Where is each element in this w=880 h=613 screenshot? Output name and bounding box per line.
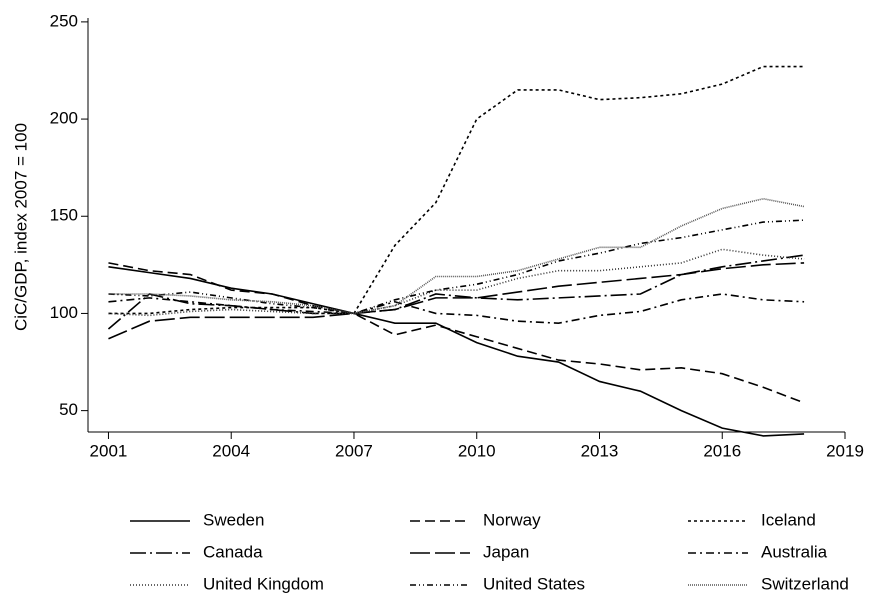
x-tick-label: 2010 xyxy=(458,441,496,460)
y-tick-label: 150 xyxy=(50,206,78,225)
series-line xyxy=(108,197,805,315)
legend-label: Australia xyxy=(761,542,828,561)
legend-label: Japan xyxy=(483,542,529,561)
x-tick-label: 2013 xyxy=(581,441,619,460)
series-line xyxy=(108,219,805,315)
series-line xyxy=(108,262,805,340)
x-tick-label: 2007 xyxy=(335,441,373,460)
legend-label: Norway xyxy=(483,510,541,529)
x-tick-label: 2019 xyxy=(826,441,864,460)
legend-label: Sweden xyxy=(203,510,264,529)
series-line xyxy=(108,265,805,437)
y-tick-label: 50 xyxy=(59,400,78,419)
legend-label: Canada xyxy=(203,542,263,561)
x-tick-label: 2001 xyxy=(90,441,128,460)
legend-label: Iceland xyxy=(761,510,816,529)
series-line xyxy=(108,65,805,315)
legend-label: United States xyxy=(483,574,585,593)
y-tick-label: 200 xyxy=(50,109,78,128)
series-line xyxy=(108,262,805,404)
series-line xyxy=(108,248,805,317)
legend-label: United Kingdom xyxy=(203,574,324,593)
legend-label: Switzerland xyxy=(761,574,849,593)
y-tick-label: 250 xyxy=(50,11,78,30)
x-tick-label: 2016 xyxy=(703,441,741,460)
y-axis-label: CiC/GDP, index 2007 = 100 xyxy=(11,123,30,331)
x-tick-label: 2004 xyxy=(212,441,250,460)
y-tick-label: 100 xyxy=(50,303,78,322)
